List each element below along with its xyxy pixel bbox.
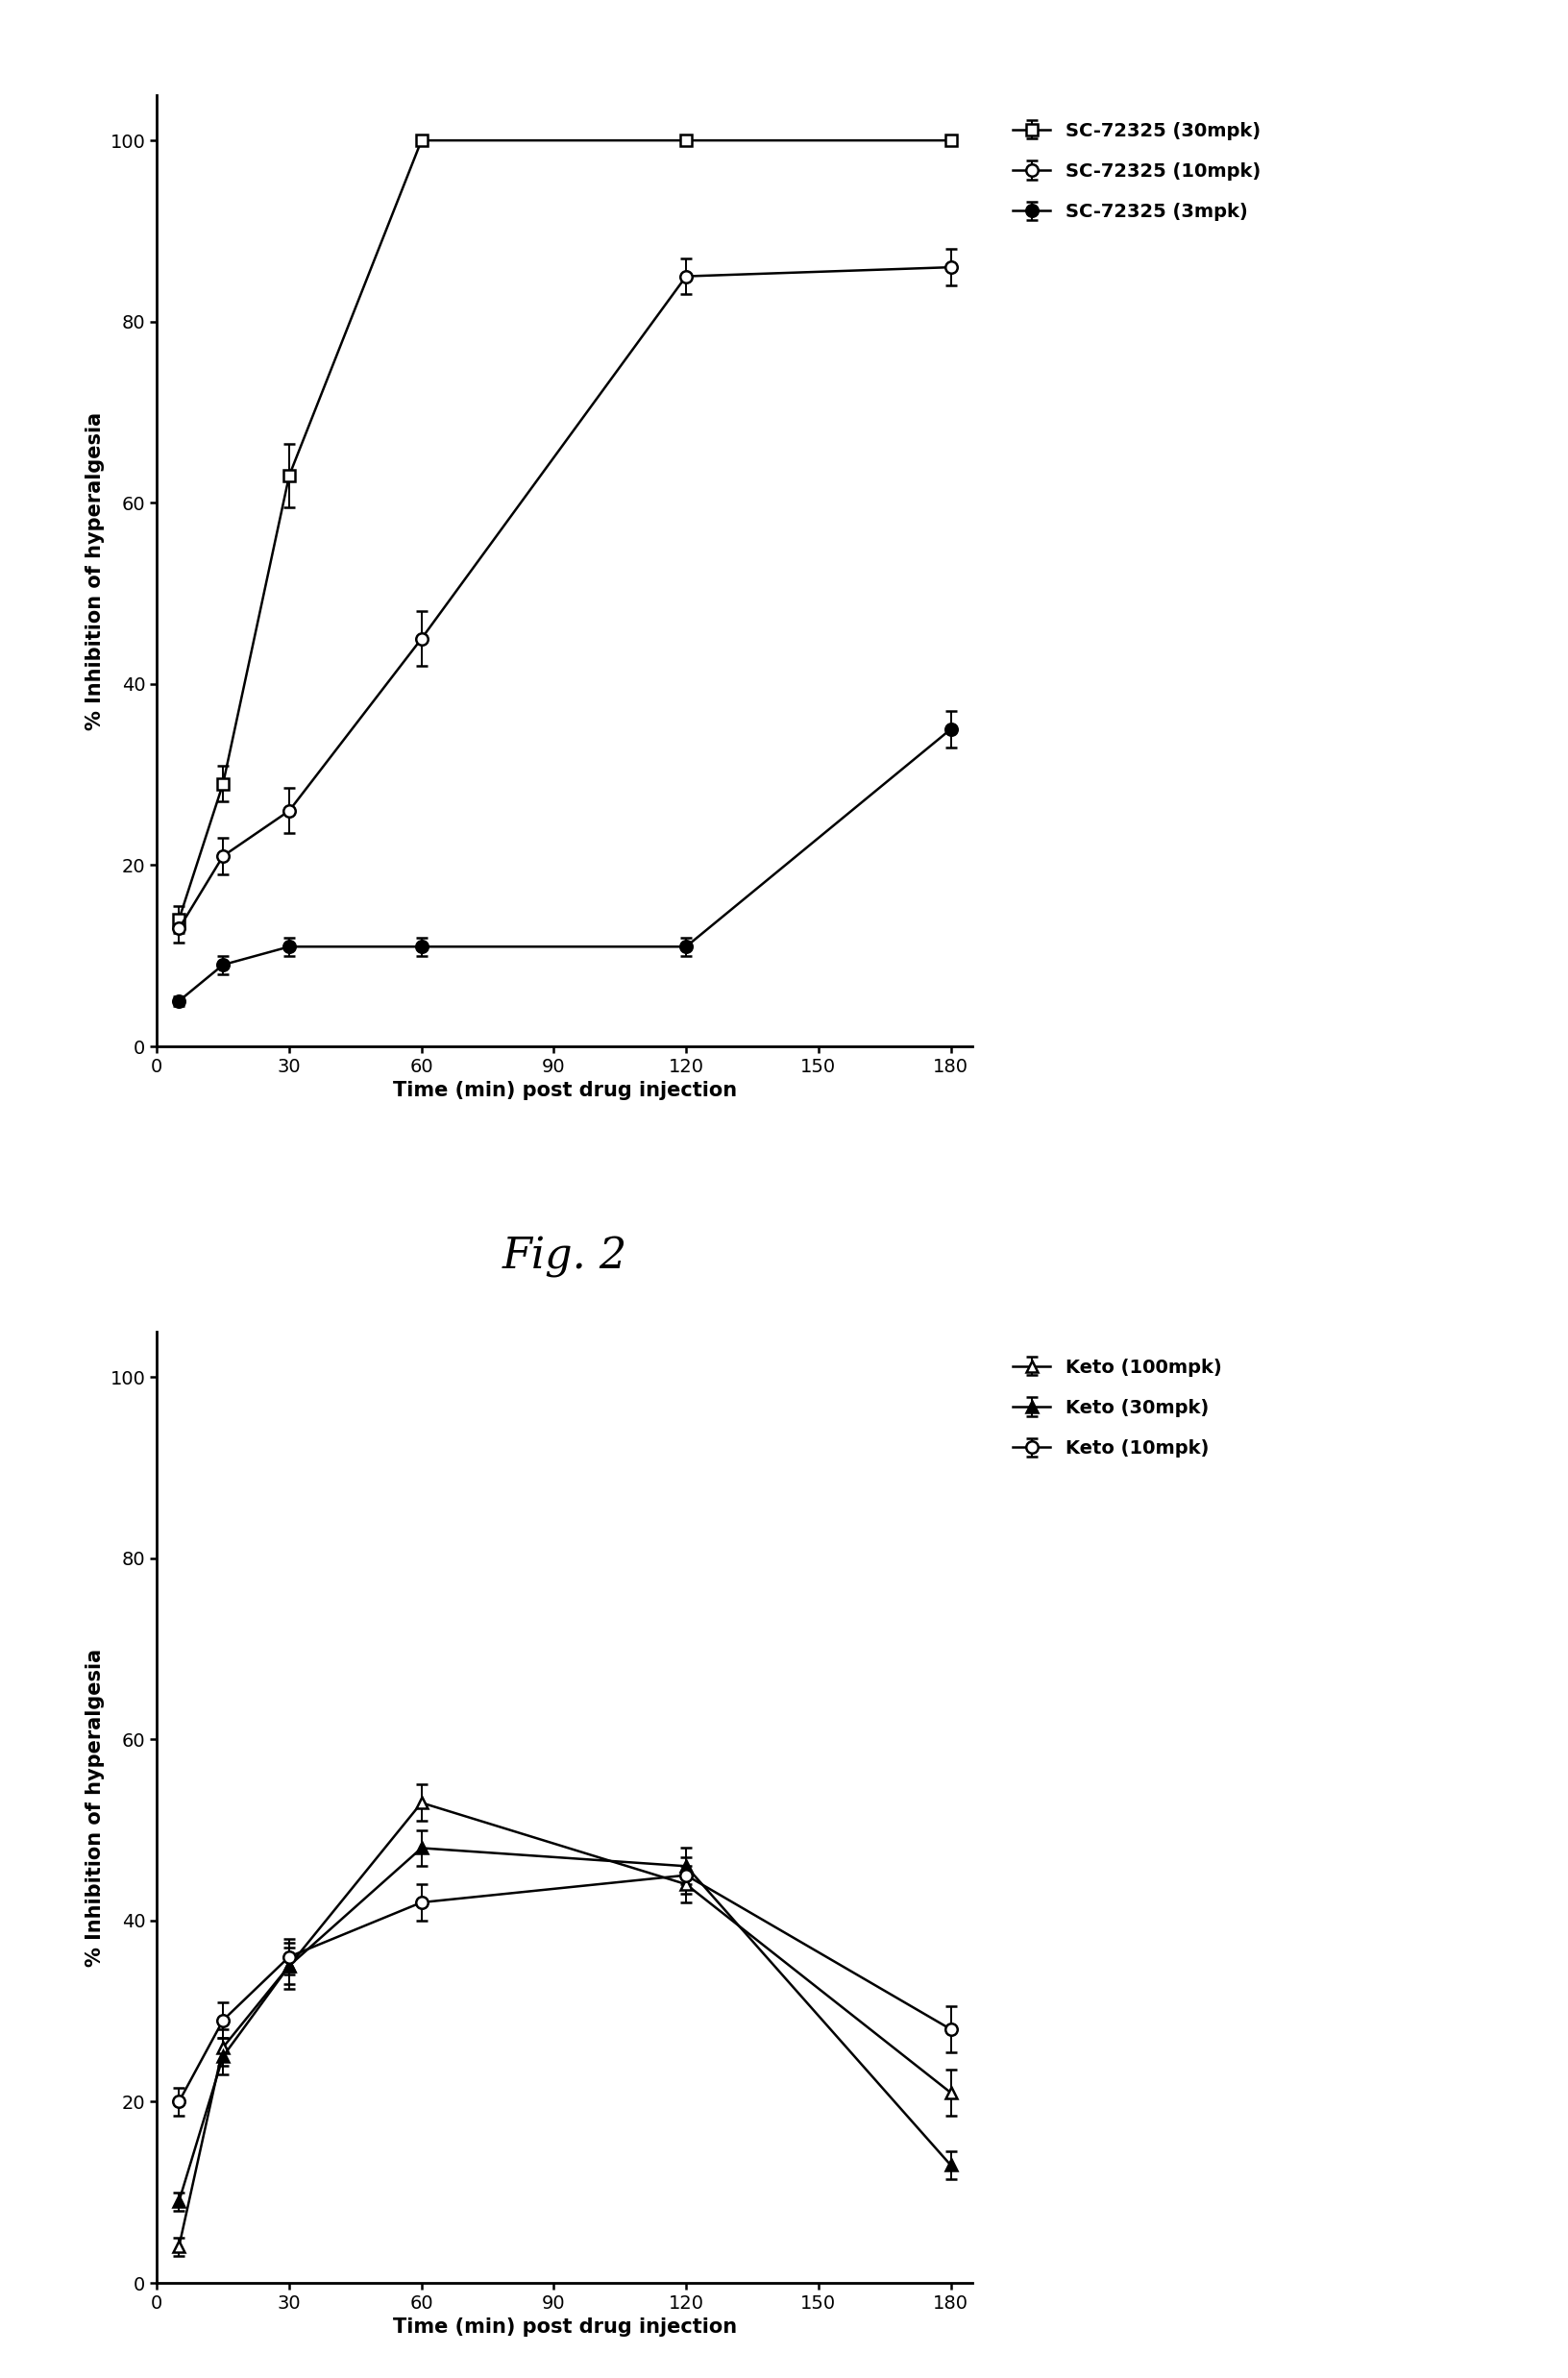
Text: Fig. 2: Fig. 2 bbox=[502, 1237, 627, 1277]
X-axis label: Time (min) post drug injection: Time (min) post drug injection bbox=[392, 2319, 737, 2338]
Legend: SC-72325 (30mpk), SC-72325 (10mpk), SC-72325 (3mpk): SC-72325 (30mpk), SC-72325 (10mpk), SC-7… bbox=[1005, 114, 1267, 228]
Legend: Keto (100mpk), Keto (30mpk), Keto (10mpk): Keto (100mpk), Keto (30mpk), Keto (10mpk… bbox=[1005, 1351, 1228, 1465]
Y-axis label: % Inhibition of hyperalgesia: % Inhibition of hyperalgesia bbox=[86, 1648, 105, 1967]
Y-axis label: % Inhibition of hyperalgesia: % Inhibition of hyperalgesia bbox=[86, 411, 105, 730]
X-axis label: Time (min) post drug injection: Time (min) post drug injection bbox=[392, 1082, 737, 1101]
